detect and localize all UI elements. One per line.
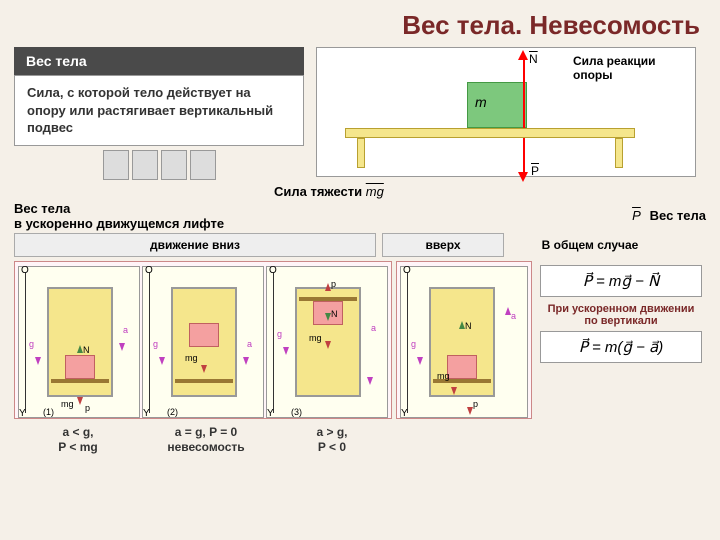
n-label: N — [529, 52, 538, 66]
panel-3: OY g a N p mg (3) — [266, 266, 388, 418]
p-label: P — [531, 164, 539, 178]
thumb-icon — [161, 150, 187, 180]
panel-2: OY g a mg (2) — [142, 266, 264, 418]
thumb-icon — [132, 150, 158, 180]
thumb-icon — [103, 150, 129, 180]
down-panels: OY g a N mg p (1) OY — [14, 261, 392, 419]
table-surface — [345, 128, 635, 138]
mass-label: m — [475, 94, 487, 110]
weight-header: Вес тела — [14, 47, 304, 75]
general-case-label: В общем случае — [510, 238, 670, 252]
case-1-label: a < g, P < mg — [14, 425, 142, 456]
page-title: Вес тела. Невесомость — [0, 0, 720, 47]
tab-up: вверх — [382, 233, 504, 257]
case-3-label: a > g, P < 0 — [270, 425, 394, 456]
panel-1: OY g a N mg p (1) — [18, 266, 140, 418]
elevator-title: Вес тела в ускоренно движущемся лифте — [14, 201, 224, 231]
p-vector — [523, 138, 525, 174]
thumb-icon — [190, 150, 216, 180]
weight-body-label: Вес тела — [650, 208, 706, 223]
p-symbol: P — [632, 208, 641, 223]
case-2-label: a = g, P = 0 невесомость — [142, 425, 270, 456]
mg-label: mg — [366, 184, 384, 199]
n-arrow — [518, 50, 528, 60]
up-panel: OY g a N mg p — [396, 261, 532, 419]
vertical-accel-label: При ускоренном движении по вертикали — [540, 303, 702, 327]
formula-vertical: P⃗ = m(g⃗ − a⃗) — [540, 331, 702, 363]
gravity-label: Сила тяжести — [274, 184, 362, 199]
tab-down: движение вниз — [14, 233, 376, 257]
table-leg — [357, 138, 365, 168]
reaction-force-label: Сила реакции опоры — [573, 54, 683, 82]
panel-4: OY g a N mg p — [400, 266, 528, 418]
formula-general: P⃗ = mg⃗ − N⃗ — [540, 265, 702, 297]
weight-definition: Сила, с которой тело действует на опору … — [14, 75, 304, 146]
thumbnail-row — [14, 150, 304, 180]
force-diagram: m N P Сила реакции опоры — [316, 47, 696, 177]
n-vector — [523, 56, 525, 128]
table-leg — [615, 138, 623, 168]
p-arrow — [518, 172, 528, 182]
